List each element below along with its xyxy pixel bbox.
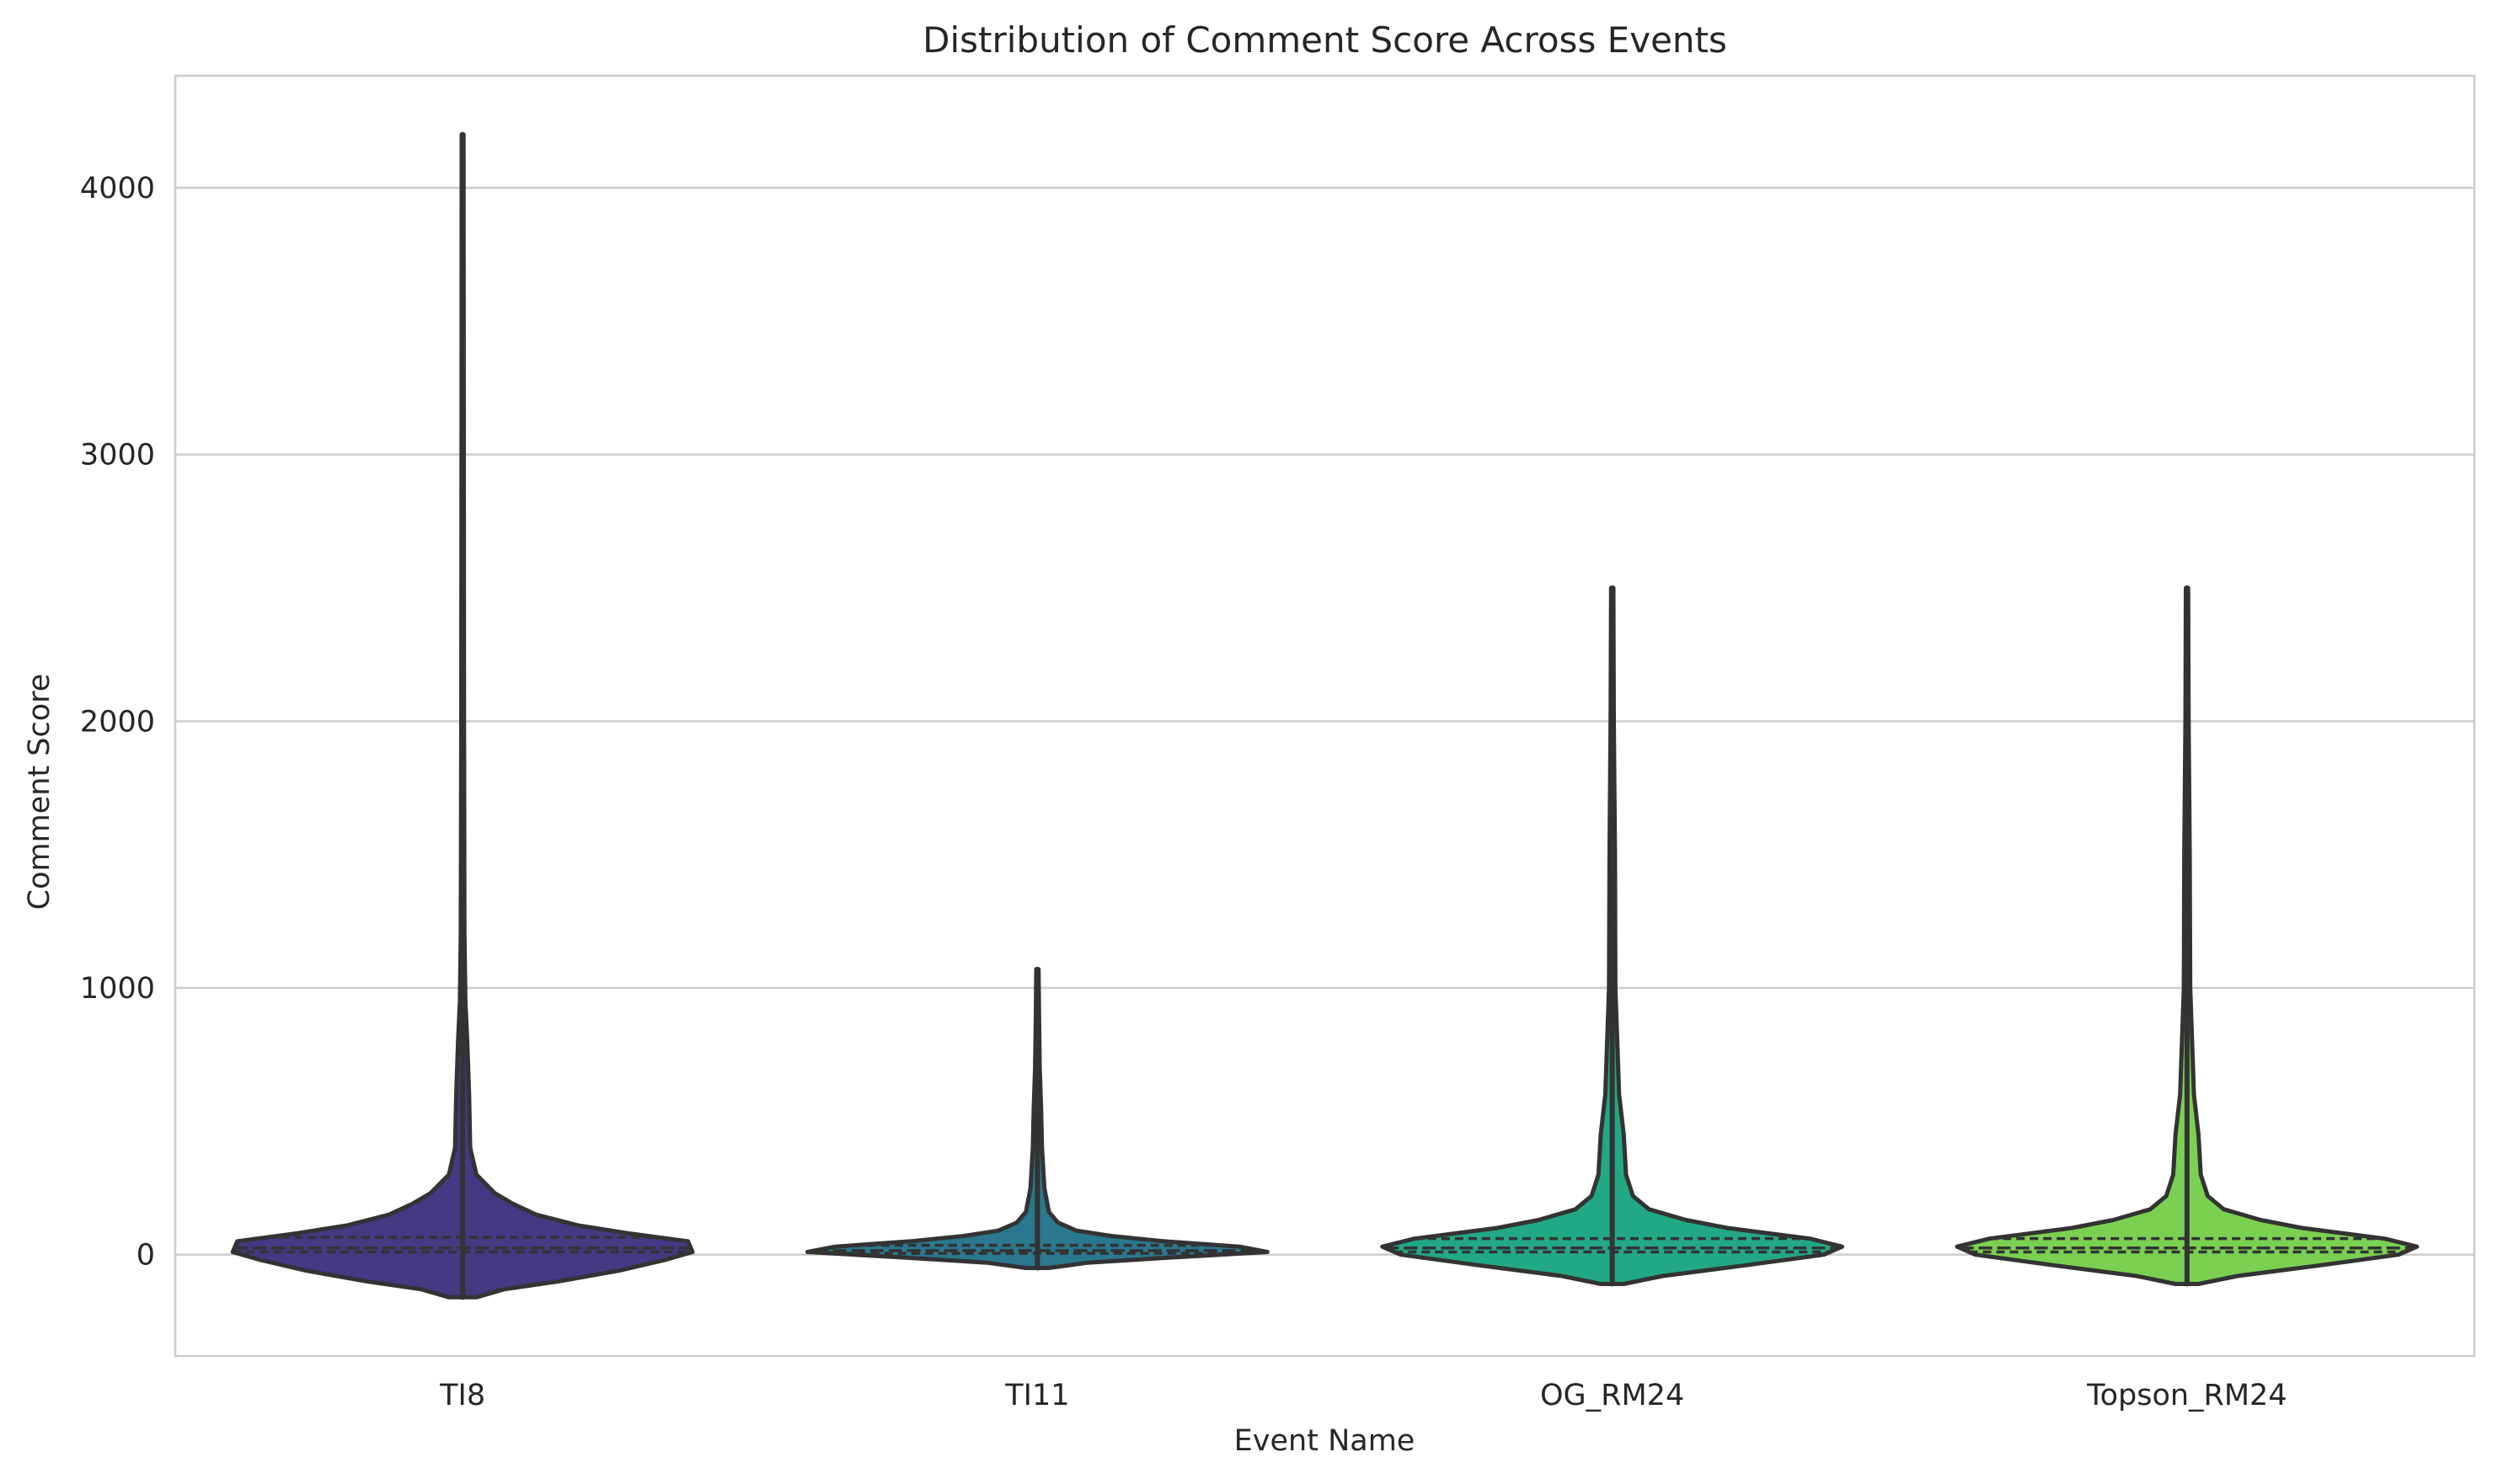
y-tick-labels: 0 1000 2000 3000 4000: [80, 172, 155, 1273]
x-tick-labels: TI8 TI11 OG_RM24 Topson_RM24: [439, 1379, 2287, 1412]
violins: [230, 131, 2420, 1300]
y-tick-label: 1000: [80, 972, 155, 1006]
violin-topson-rm24: [1955, 585, 2420, 1287]
x-tick-label: TI8: [439, 1379, 485, 1412]
x-tick-label: TI11: [1004, 1379, 1069, 1412]
violin-ti11: [805, 966, 1270, 1271]
grid-lines: [175, 186, 2474, 1256]
x-tick-label: Topson_RM24: [2086, 1379, 2287, 1412]
x-axis-label: Event Name: [1234, 1424, 1415, 1458]
chart-title: Distribution of Comment Score Across Eve…: [923, 19, 1727, 61]
violin-og-rm24: [1380, 585, 1844, 1287]
violin-ti8: [230, 131, 695, 1300]
x-tick-label: OG_RM24: [1540, 1379, 1684, 1412]
y-tick-label: 3000: [80, 439, 155, 472]
y-tick-label: 0: [136, 1239, 155, 1273]
plot-frame: [174, 74, 2476, 1358]
y-tick-label: 2000: [80, 705, 155, 739]
y-tick-label: 4000: [80, 172, 155, 206]
y-axis-label: Comment Score: [23, 674, 56, 910]
